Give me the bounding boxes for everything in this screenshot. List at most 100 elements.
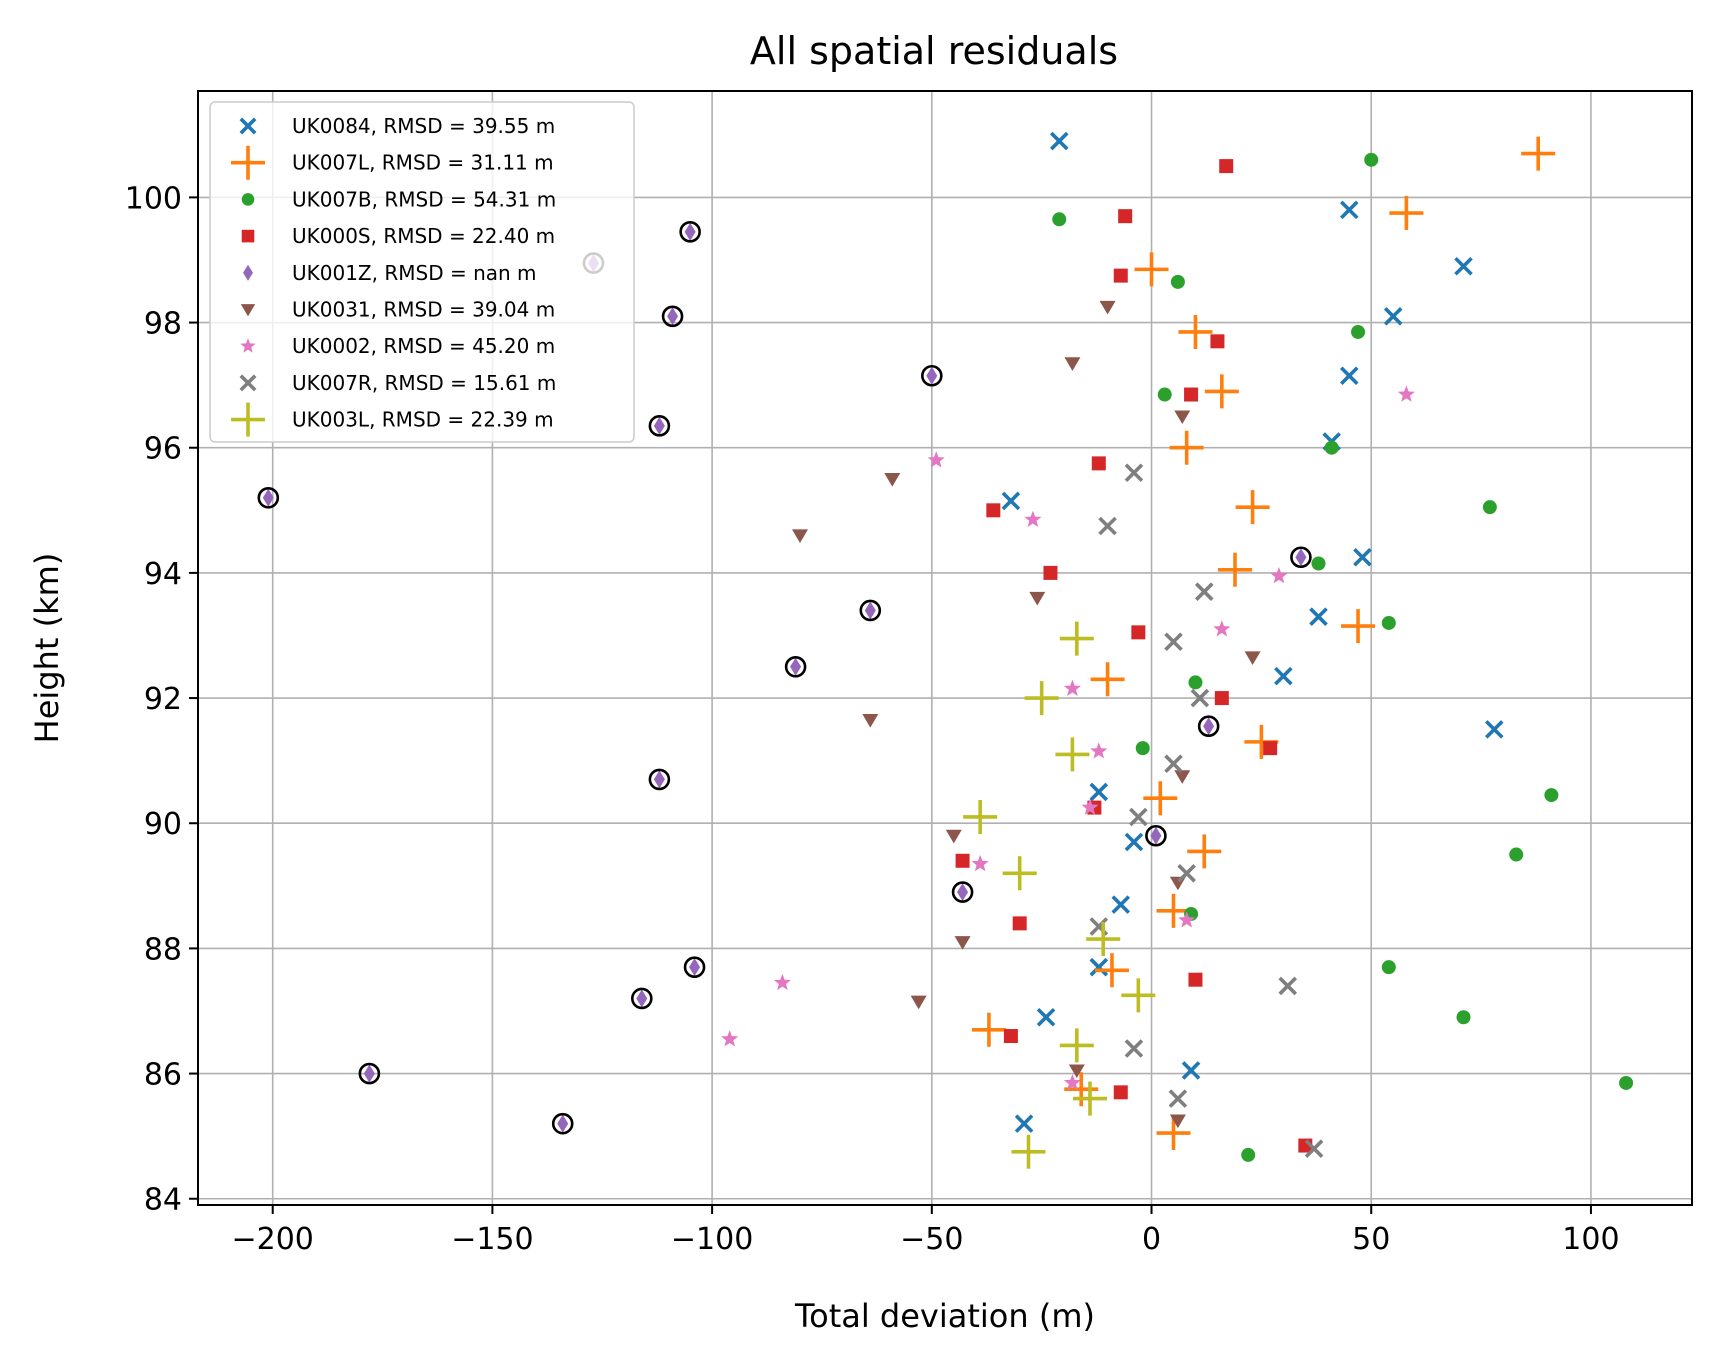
legend-marker [243,264,253,281]
x-tick-label: 100 [1562,1222,1619,1257]
data-point-outline [1290,546,1312,569]
data-point [945,829,962,844]
data-point [1170,274,1185,289]
data-point [926,366,938,385]
data-point [1218,552,1253,587]
data-point [986,503,1001,518]
data-point [1263,741,1278,756]
data-point [1169,1114,1186,1129]
data-point [1324,440,1339,455]
data-point [773,973,791,991]
legend-label: UK007L, RMSD = 31.11 m [292,151,554,175]
data-point [1304,1139,1324,1158]
legend-label: UK0031, RMSD = 39.04 m [292,298,555,322]
x-tick-label: −200 [231,1222,313,1257]
data-point [1174,410,1191,425]
data-point [1089,957,1109,977]
legend-entry: UK000S, RMSD = 22.40 m [241,224,555,248]
data-point [1219,159,1234,174]
data-point [1064,1072,1099,1107]
data-point [1521,136,1556,171]
data-point [1135,741,1150,756]
data-point [1544,788,1559,803]
data-point-outline [784,655,807,678]
legend-label: UK000S, RMSD = 22.40 m [292,224,555,248]
legend-entry: UK007R, RMSD = 15.61 m [239,371,556,395]
data-point [1178,911,1196,928]
data-point [1143,781,1178,816]
series-4 [955,159,1313,1153]
data-point-outline [648,768,671,791]
data-point [1029,591,1046,606]
data-point [1086,922,1121,957]
data-point-outline [1145,824,1167,847]
data-point [1309,607,1328,626]
data-point [557,1114,569,1133]
data-point [1619,1075,1634,1090]
legend-marker [239,117,257,135]
data-point [1270,567,1288,584]
x-axis-label: Total deviation (m) [794,1297,1095,1335]
legend-label: UK0084, RMSD = 39.55 m [292,114,555,138]
data-point [1190,688,1210,708]
series-6 [791,300,1261,1129]
data-point [1187,834,1222,869]
legend-entry: UK0084, RMSD = 39.55 m [239,114,555,138]
data-point [1235,490,1270,525]
data-point [1002,856,1037,891]
legend-label: UK007B, RMSD = 54.31 m [292,187,556,211]
data-point [971,1012,1006,1047]
data-point [1052,212,1067,227]
data-point [1024,681,1059,716]
axis-ticks: −200 −150 −100 −50 0 50 100 84 86 88 90 92 94 96 98 100 [125,181,1620,1257]
data-point [927,451,945,468]
legend-marker [240,304,256,317]
data-point [1214,691,1229,706]
data-point [1168,1089,1188,1108]
data-points [257,131,1634,1169]
y-tick-label: 94 [144,557,182,592]
y-tick-label: 90 [144,807,182,842]
data-point [1381,615,1396,630]
data-point [862,713,879,728]
data-point [1184,387,1199,402]
data-point [1213,620,1231,637]
data-point [1164,632,1183,652]
data-point [1098,516,1117,536]
data-point [1157,387,1172,402]
y-tick-label: 100 [125,181,182,216]
x-tick-label: −100 [671,1222,753,1257]
data-point [1111,895,1131,914]
legend-entry: UK0002, RMSD = 45.20 m [240,334,555,358]
data-point [1509,847,1524,862]
data-point [1063,1073,1081,1091]
data-point [1124,832,1144,852]
data-point [884,473,901,487]
y-tick-label: 98 [144,307,182,342]
data-point [1169,430,1204,465]
data-point [1049,131,1069,151]
data-point [684,222,696,241]
legend-label: UK007R, RMSD = 15.61 m [292,371,556,395]
chart-title: All spatial residuals [750,29,1118,73]
data-point [1091,456,1106,471]
data-point [1113,268,1128,283]
data-point-outline [679,221,701,243]
legend-marker [231,145,265,180]
data-point [954,936,971,950]
data-point [791,529,808,543]
data-point-outline [661,305,684,328]
legend: UK0084, RMSD = 39.55 m UK007L, RMSD = 31.… [209,101,635,443]
data-point [1482,500,1497,515]
gridlines [198,91,1692,1205]
data-point [1274,666,1293,686]
data-point [1068,1064,1085,1079]
x-tick-label: −50 [900,1222,963,1257]
data-point-outline [257,486,280,509]
data-point [1089,782,1109,802]
data-point-outline [683,956,706,978]
data-point [1188,972,1203,987]
data-point [1131,625,1146,640]
data-point [1456,1010,1471,1025]
